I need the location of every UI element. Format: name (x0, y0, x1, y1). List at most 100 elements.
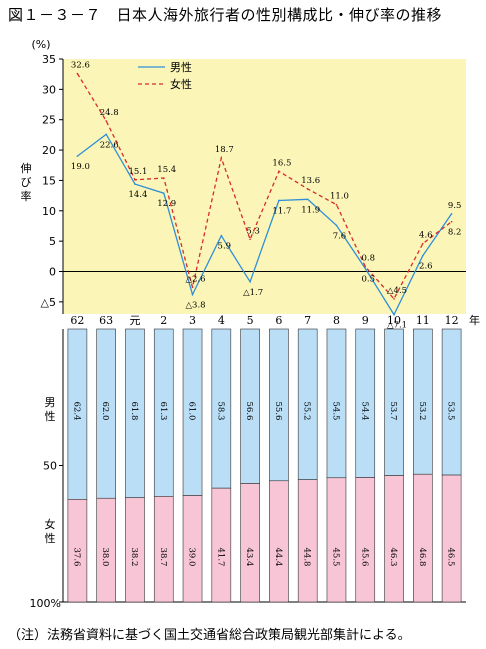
female-data-point (191, 286, 194, 289)
x-category-suffix: 年 (469, 313, 480, 327)
y-axis-label-char: 率 (21, 189, 32, 203)
female-data-label: 5.3 (246, 226, 260, 236)
x-category-label: 9 (362, 314, 369, 327)
male-data-point (278, 199, 280, 202)
growth-rate-line-chart: 35302520151050△5(%)伸び率19.032.622.624.814… (21, 38, 481, 331)
female-data-label: 18.7 (215, 145, 234, 155)
x-category-label: 2 (160, 314, 167, 327)
male-share-label: 53.2 (417, 402, 427, 421)
x-category-label: 元 (129, 314, 140, 327)
male-data-point (450, 213, 453, 215)
male-share-label: 62.4 (71, 402, 81, 421)
male-data-label: 11.9 (301, 205, 320, 215)
male-share-label: 56.6 (244, 402, 254, 421)
x-category-label: 7 (304, 314, 311, 327)
female-data-label: △2.6 (186, 274, 206, 284)
male-data-point (191, 293, 194, 296)
y-tick-label: 35 (42, 53, 56, 66)
male-data-point (105, 133, 107, 136)
female-share-label: 44.8 (302, 548, 312, 567)
y-tick-label: 20 (42, 144, 56, 157)
female-data-point (364, 265, 367, 268)
figure-title: 図１－３－７ 日本人海外旅行者の性別構成比・伸び率の推移 (8, 6, 443, 24)
male-growth-line (77, 133, 453, 316)
x-category-label: 63 (99, 314, 113, 327)
female-data-label: △4.5 (387, 286, 407, 296)
female-data-point (278, 170, 280, 173)
female-data-label: 15.4 (157, 165, 176, 175)
female-share-bar (413, 473, 433, 603)
female-data-point (450, 220, 453, 223)
female-data-point (393, 298, 395, 300)
x-category-label: 4 (218, 314, 225, 327)
male-data-label: 9.5 (448, 201, 462, 211)
y-tick-label: 10 (42, 205, 56, 218)
female-share-label: 46.5 (446, 548, 456, 567)
female-share-label: 46.8 (417, 548, 427, 567)
female-growth-line (76, 73, 452, 300)
female-share-bar (240, 483, 260, 603)
female-data-label: 4.6 (419, 231, 433, 241)
female-share-label: 39.0 (187, 548, 197, 567)
female-data-label: 13.6 (301, 176, 320, 186)
female-share-label: 45.5 (330, 548, 340, 567)
female-data-point (220, 157, 223, 159)
composition-stacked-bar-chart: 50100%男性女性62.437.662.038.061.838.261.338… (30, 328, 466, 610)
female-data-point (335, 203, 338, 206)
female-share-label: 43.4 (244, 548, 254, 567)
female-data-point (249, 238, 251, 241)
male-data-point (162, 192, 165, 194)
y-tick-label: 5 (49, 235, 56, 248)
female-share-bar (441, 474, 462, 603)
x-category-label: 5 (247, 314, 254, 327)
male-data-label: 7.6 (333, 231, 347, 241)
female-share-bar (182, 495, 203, 603)
female-data-label: 8.2 (448, 228, 462, 238)
male-share-label: 55.2 (302, 402, 312, 421)
male-data-label: △3.8 (186, 301, 206, 311)
x-category-label: 11 (416, 314, 430, 327)
female-share-bar (96, 497, 116, 603)
male-share-label: 61.8 (129, 402, 139, 421)
bar-male-side-label-char: 性 (45, 409, 56, 423)
female-data-point (105, 120, 107, 122)
y-unit-label: (%) (31, 38, 50, 51)
male-share-label: 54.4 (359, 402, 369, 421)
male-share-label: 61.0 (187, 402, 197, 421)
y-tick-label: 15 (42, 174, 56, 187)
male-data-point (76, 155, 79, 157)
male-data-label: 19.0 (71, 162, 90, 172)
female-share-label: 38.0 (100, 548, 110, 567)
female-share-label: 38.2 (129, 548, 139, 567)
male-data-point (335, 224, 338, 227)
male-data-point (364, 267, 367, 270)
bar-female-side-label-char: 女 (45, 517, 56, 531)
male-data-label: 0.5 (361, 274, 375, 284)
bar-tick-label-100: 100% (30, 597, 61, 610)
y-axis-label-char: び (21, 176, 32, 189)
legend-female-label: 女性 (170, 77, 192, 91)
female-share-bar (297, 479, 318, 603)
female-data-point (422, 242, 424, 245)
x-category-label: 10 (387, 314, 401, 327)
y-tick-label: 25 (42, 114, 56, 127)
female-share-bar (211, 487, 232, 603)
male-data-label: △1.7 (243, 288, 263, 298)
male-data-point (393, 313, 395, 316)
male-data-label: △7.1 (387, 321, 407, 331)
x-category-label: 12 (445, 314, 459, 327)
male-data-point (422, 254, 424, 257)
female-share-bar (384, 475, 404, 603)
female-data-point (76, 72, 79, 75)
female-data-point (162, 177, 165, 179)
female-data-point (306, 188, 309, 190)
female-share-bar (326, 477, 347, 603)
male-data-label: 14.4 (128, 190, 147, 200)
female-data-label: 16.5 (272, 158, 291, 168)
male-data-point (249, 281, 251, 283)
male-share-label: 53.7 (388, 402, 398, 421)
female-data-point (134, 179, 136, 181)
figure-note: （注）法務省資料に基づく国土交通省総合政策局観光部集計による。 (8, 628, 411, 643)
male-data-label: 2.6 (419, 262, 433, 272)
